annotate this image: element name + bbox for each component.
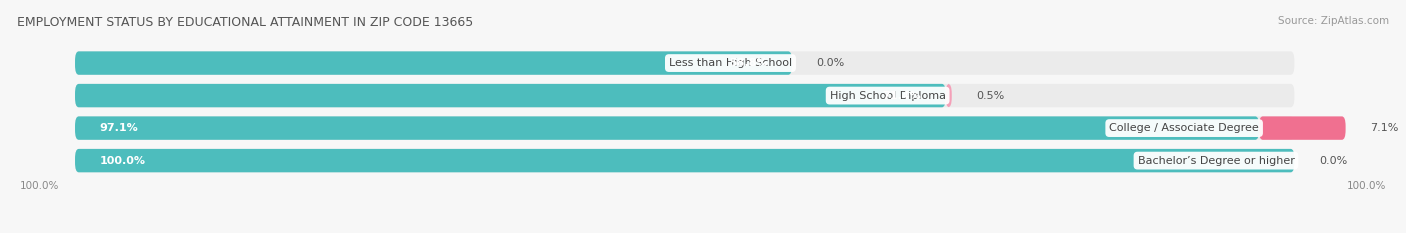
Text: 0.0%: 0.0% xyxy=(1319,156,1347,166)
FancyBboxPatch shape xyxy=(75,116,1258,140)
Text: College / Associate Degree: College / Associate Degree xyxy=(1109,123,1258,133)
FancyBboxPatch shape xyxy=(75,51,1295,75)
Text: Less than High School: Less than High School xyxy=(669,58,792,68)
FancyBboxPatch shape xyxy=(75,51,792,75)
FancyBboxPatch shape xyxy=(946,84,952,107)
Text: 97.1%: 97.1% xyxy=(100,123,138,133)
FancyBboxPatch shape xyxy=(1258,116,1346,140)
Text: 100.0%: 100.0% xyxy=(20,181,59,191)
Text: 0.0%: 0.0% xyxy=(817,58,845,68)
Text: 71.4%: 71.4% xyxy=(883,91,921,101)
Text: High School Diploma: High School Diploma xyxy=(830,91,946,101)
Text: 58.8%: 58.8% xyxy=(730,58,768,68)
Text: Source: ZipAtlas.com: Source: ZipAtlas.com xyxy=(1278,16,1389,26)
FancyBboxPatch shape xyxy=(75,116,1295,140)
Text: 100.0%: 100.0% xyxy=(1347,181,1386,191)
Text: 7.1%: 7.1% xyxy=(1369,123,1399,133)
FancyBboxPatch shape xyxy=(75,84,946,107)
Text: EMPLOYMENT STATUS BY EDUCATIONAL ATTAINMENT IN ZIP CODE 13665: EMPLOYMENT STATUS BY EDUCATIONAL ATTAINM… xyxy=(17,16,474,29)
Legend: In Labor Force, Unemployed: In Labor Force, Unemployed xyxy=(603,230,803,233)
Text: 100.0%: 100.0% xyxy=(100,156,145,166)
FancyBboxPatch shape xyxy=(75,149,1295,172)
FancyBboxPatch shape xyxy=(75,149,1295,172)
FancyBboxPatch shape xyxy=(75,84,1295,107)
Text: Bachelor’s Degree or higher: Bachelor’s Degree or higher xyxy=(1137,156,1295,166)
Text: 0.5%: 0.5% xyxy=(976,91,1004,101)
